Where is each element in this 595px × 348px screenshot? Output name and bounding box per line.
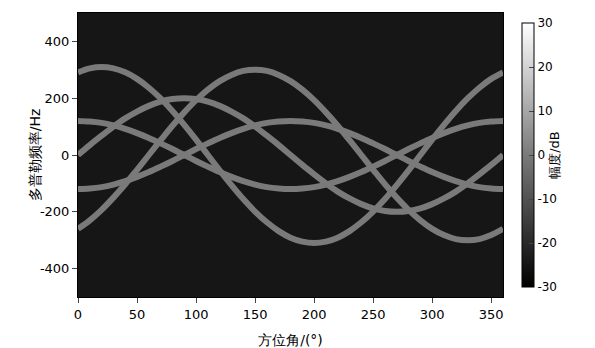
svg-text:300: 300 [420,307,445,322]
svg-text:-30: -30 [537,280,557,294]
svg-text:20: 20 [537,60,552,74]
svg-text:-10: -10 [537,192,557,206]
svg-text:350: 350 [479,307,504,322]
svg-text:100: 100 [184,307,209,322]
svg-text:0: 0 [74,307,82,322]
svg-text:150: 150 [243,307,268,322]
svg-text:多普勒频率/Hz: 多普勒频率/Hz [27,109,43,202]
svg-text:-20: -20 [537,236,557,250]
svg-text:30: 30 [537,16,552,30]
svg-text:-200: -200 [40,204,70,219]
svg-text:0: 0 [537,148,545,162]
svg-text:幅度/dB: 幅度/dB [547,131,562,179]
svg-text:400: 400 [45,34,70,49]
svg-text:200: 200 [302,307,327,322]
svg-text:250: 250 [361,307,386,322]
svg-text:方位角/(°): 方位角/(°) [258,332,323,348]
svg-text:200: 200 [45,91,70,106]
svg-text:-400: -400 [40,261,70,276]
svg-text:10: 10 [537,104,552,118]
svg-text:0: 0 [61,148,69,163]
svg-text:50: 50 [129,307,146,322]
